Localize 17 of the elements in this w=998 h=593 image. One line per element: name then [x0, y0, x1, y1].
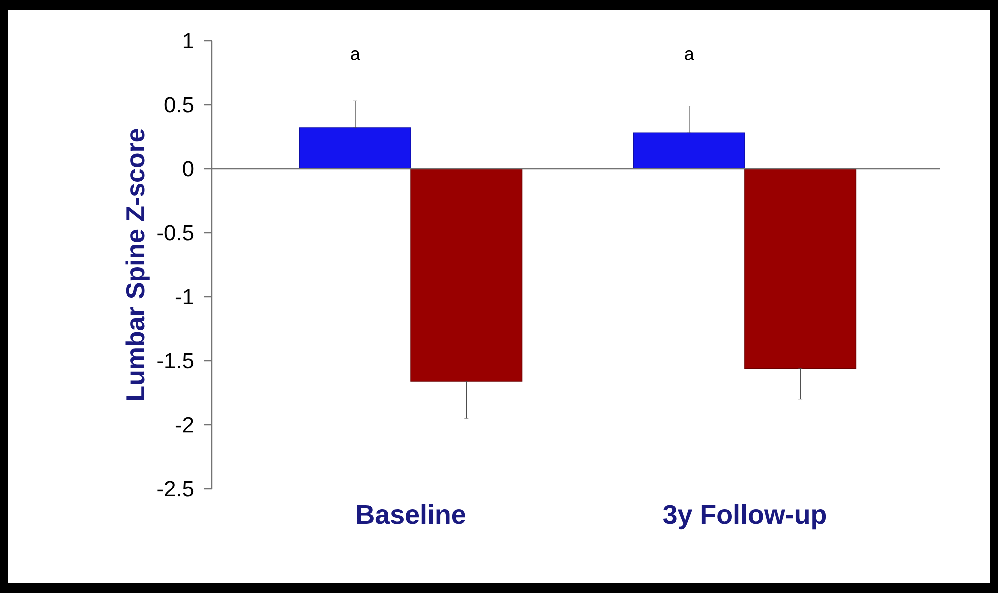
y-axis-title: Lumbar Spine Z-score — [126, 129, 150, 400]
x-tick-label: 3y Follow-up — [663, 504, 826, 530]
y-tick-label: -2 — [176, 417, 194, 433]
x-tick-label: Baseline — [358, 504, 466, 524]
bar — [744, 168, 857, 370]
bar — [299, 128, 412, 170]
y-tick-label: -0.5 — [158, 225, 194, 241]
bar — [410, 168, 523, 382]
bar — [633, 132, 746, 170]
y-tick-label: -1 — [176, 289, 194, 305]
y-tick-label: -1.5 — [158, 353, 194, 369]
y-tick-label: -2.5 — [158, 481, 194, 497]
y-tick-label: 0 — [183, 161, 194, 177]
annotation: a — [351, 50, 360, 60]
y-tick-label: 1 — [184, 33, 194, 49]
annotation: a — [685, 50, 694, 60]
y-tick-label: 0.5 — [164, 97, 194, 113]
